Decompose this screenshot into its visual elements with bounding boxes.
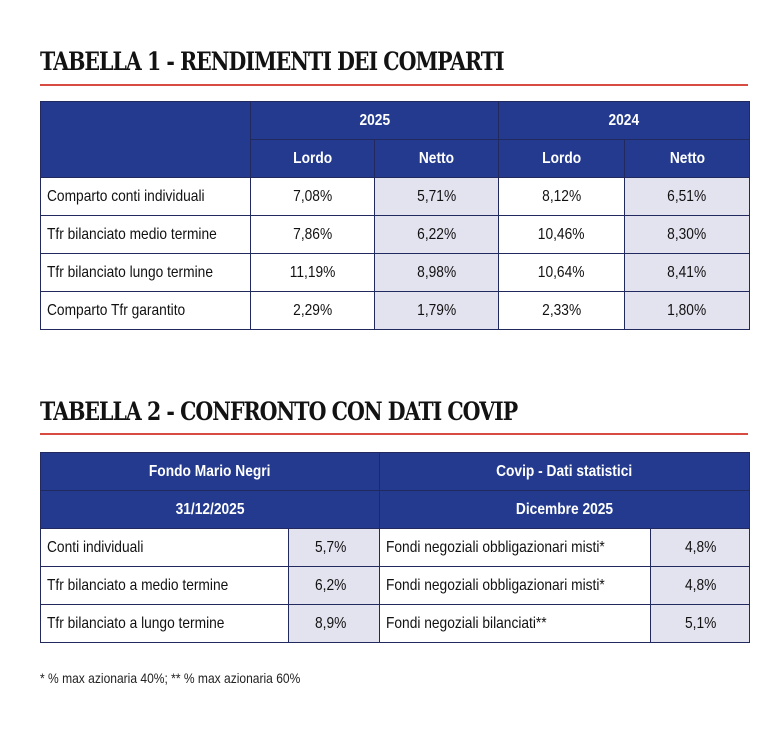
year-header-2024: 2024 xyxy=(498,101,750,140)
cell-value: 8,30% xyxy=(624,215,750,254)
subheader-lordo: Lordo xyxy=(250,139,375,178)
table-row: Conti individuali 5,7% Fondi negoziali o… xyxy=(40,528,751,567)
row-label: Comparto conti individuali xyxy=(40,177,251,216)
covip-row-value: 4,8% xyxy=(650,566,751,605)
fund-row-value: 6,2% xyxy=(287,566,381,605)
covip-date-header: Dicembre 2025 xyxy=(379,490,751,529)
cell-value: 8,12% xyxy=(498,177,625,216)
returns-table: 2025 2024 Lordo Netto Lordo Netto Compar… xyxy=(40,101,750,330)
year-header-2025: 2025 xyxy=(250,101,499,140)
row-label: Tfr bilanciato medio termine xyxy=(40,215,251,254)
subheader-netto: Netto xyxy=(374,139,499,178)
cell-value: 7,08% xyxy=(250,177,375,216)
covip-header: Covip - Dati statistici xyxy=(379,452,751,491)
table-row: Tfr bilanciato a lungo termine 8,9% Fond… xyxy=(40,604,751,643)
subheader-lordo: Lordo xyxy=(498,139,625,178)
cell-value: 5,71% xyxy=(374,177,499,216)
cell-value: 10,46% xyxy=(498,215,625,254)
table-row: Tfr bilanciato lungo termine 11,19% 8,98… xyxy=(40,253,750,292)
cell-value: 11,19% xyxy=(250,253,375,292)
covip-row-value: 5,1% xyxy=(650,604,751,643)
fund-row-label: Tfr bilanciato a medio termine xyxy=(40,566,289,605)
footnote: * % max azionaria 40%; ** % max azionari… xyxy=(40,670,301,686)
cell-value: 6,51% xyxy=(624,177,750,216)
table-row: Tfr bilanciato a medio termine 6,2% Fond… xyxy=(40,566,751,605)
cell-value: 1,79% xyxy=(374,291,499,330)
table2-title: TABELLA 2 - CONFRONTO CON DATI COVIP xyxy=(40,397,518,426)
table-row: Comparto conti individuali 7,08% 5,71% 8… xyxy=(40,177,750,216)
cell-value: 1,80% xyxy=(624,291,750,330)
cell-value: 6,22% xyxy=(374,215,499,254)
fund-row-value: 8,9% xyxy=(287,604,381,643)
cell-value: 8,98% xyxy=(374,253,499,292)
fund-date-header: 31/12/2025 xyxy=(39,490,381,529)
header-empty xyxy=(40,101,251,178)
cell-value: 7,86% xyxy=(250,215,375,254)
subheader-netto: Netto xyxy=(624,139,750,178)
covip-row-label: Fondi negoziali bilanciati** xyxy=(379,604,652,643)
covip-comparison-table: Fondo Mario Negri Covip - Dati statistic… xyxy=(39,452,751,643)
covip-row-label: Fondi negoziali obbligazionari misti* xyxy=(379,566,652,605)
row-label: Comparto Tfr garantito xyxy=(40,291,251,330)
fund-header: Fondo Mario Negri xyxy=(39,452,381,491)
fund-row-value: 5,7% xyxy=(287,528,381,567)
row-label: Tfr bilanciato lungo termine xyxy=(40,253,251,292)
table-row: Comparto Tfr garantito 2,29% 1,79% 2,33%… xyxy=(40,291,750,330)
fund-row-label: Tfr bilanciato a lungo termine xyxy=(40,604,289,643)
cell-value: 10,64% xyxy=(498,253,625,292)
fund-row-label: Conti individuali xyxy=(40,528,289,567)
table1-title-rule xyxy=(40,84,748,86)
covip-row-value: 4,8% xyxy=(650,528,751,567)
covip-row-label: Fondi negoziali obbligazionari misti* xyxy=(379,528,652,567)
table2-title-rule xyxy=(40,433,748,435)
table-row: Tfr bilanciato medio termine 7,86% 6,22%… xyxy=(40,215,750,254)
cell-value: 2,33% xyxy=(498,291,625,330)
table1-title: TABELLA 1 - RENDIMENTI DEI COMPARTI xyxy=(40,47,505,76)
cell-value: 8,41% xyxy=(624,253,750,292)
cell-value: 2,29% xyxy=(250,291,375,330)
